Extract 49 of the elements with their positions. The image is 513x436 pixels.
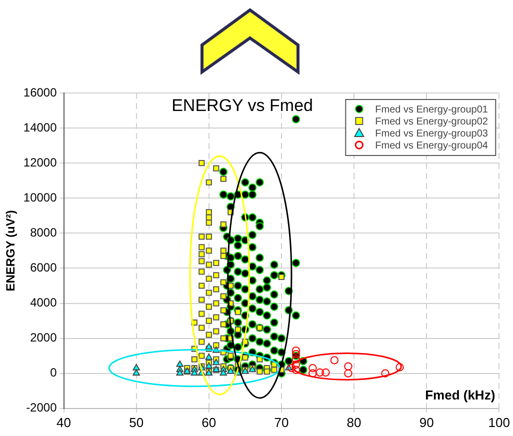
point <box>292 360 300 369</box>
x-tick-label: 40 <box>56 414 72 430</box>
y-tick-label: 0 <box>50 366 58 380</box>
y-tick-label: 4000 <box>30 296 58 310</box>
point <box>132 364 140 370</box>
point <box>205 353 213 360</box>
legend-label: Fmed vs Energy-group03 <box>375 128 488 140</box>
point <box>220 369 228 376</box>
point <box>176 360 184 367</box>
x-tick-label: 100 <box>488 414 510 430</box>
point <box>292 366 300 374</box>
point <box>205 342 213 350</box>
point <box>205 362 213 369</box>
x-tick-label: 90 <box>419 414 434 430</box>
point <box>322 368 330 377</box>
legend-label: Fmed vs Energy-group02 <box>375 116 488 128</box>
point <box>396 363 404 372</box>
point <box>330 356 339 364</box>
point <box>344 369 352 378</box>
y-tick-label: 2000 <box>30 330 58 345</box>
x-tick-label: 70 <box>274 414 289 430</box>
legend-label: Fmed vs Energy-group04 <box>375 140 488 152</box>
point <box>176 369 184 376</box>
y-axis-title: ENERGY (uV²) <box>4 210 18 292</box>
x-tick-label: 60 <box>202 414 216 430</box>
y-tick-label: 14000 <box>23 120 58 134</box>
point <box>344 362 352 370</box>
y-tick-label: -2000 <box>26 400 58 415</box>
legend-label: Fmed vs Energy-group01 <box>375 104 488 116</box>
x-axis-title: Fmed (kHz) <box>425 387 496 402</box>
y-tick-label: 8000 <box>30 225 58 240</box>
x-tick-label: 50 <box>129 414 144 430</box>
point <box>381 369 390 378</box>
point <box>212 358 220 366</box>
point <box>288 364 296 372</box>
y-tick-label: 16000 <box>23 85 58 100</box>
y-tick-label: 6000 <box>30 260 58 275</box>
x-tick-label: 80 <box>346 414 362 430</box>
chart-title: ENERGY vs Fmed <box>172 96 313 116</box>
point <box>227 368 234 374</box>
point <box>316 368 324 377</box>
point <box>308 364 317 372</box>
y-tick-label: 10000 <box>23 190 58 204</box>
point <box>132 369 140 376</box>
y-tick-label: 12000 <box>23 155 58 170</box>
point <box>292 355 300 364</box>
point <box>190 369 198 376</box>
point <box>292 346 300 355</box>
point <box>308 369 317 378</box>
